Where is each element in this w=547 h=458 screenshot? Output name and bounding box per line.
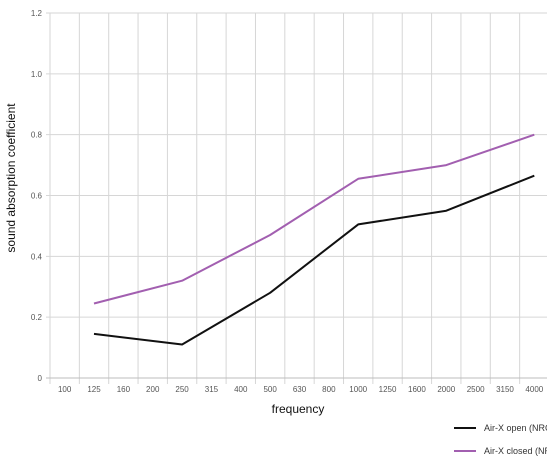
x-tick-label: 1000 <box>349 385 367 394</box>
vertical-gridlines <box>49 13 521 384</box>
x-tick-label: 125 <box>87 385 101 394</box>
y-tick-label: 0.4 <box>31 252 43 261</box>
x-tick-label: 400 <box>234 385 248 394</box>
y-axis-tick-labels: 0 0.2 0.4 0.6 0.8 1.0 1.2 <box>31 9 43 383</box>
x-tick-label: 800 <box>322 385 336 394</box>
x-axis-tick-labels: 100 125 160 200 250 315 400 500 630 800 1000 1250 16… <box>58 385 544 394</box>
y-axis-label: sound absorption coefficient <box>4 103 18 253</box>
y-tick-label: 1.2 <box>31 9 43 18</box>
x-tick-label: 500 <box>263 385 277 394</box>
legend-label-open: Air-X open (NRC .35) <box>484 423 547 433</box>
x-axis-label: frequency <box>272 402 325 416</box>
y-tick-label: 0 <box>38 374 43 383</box>
y-tick-label: 0.6 <box>31 192 43 201</box>
series-line-2 <box>93 133 535 305</box>
legend-item-closed: Air-X closed (NRC .50 <box>454 446 547 456</box>
y-tick-label: 0.8 <box>31 131 43 140</box>
legend: Air-X open (NRC .35) Air-X closed (NRC .… <box>454 423 547 456</box>
series-lines <box>93 133 535 346</box>
x-tick-label: 2500 <box>467 385 485 394</box>
horizontal-gridlines <box>46 12 547 379</box>
x-tick-label: 3150 <box>496 385 514 394</box>
x-tick-label: 2000 <box>437 385 455 394</box>
x-tick-label: 100 <box>58 385 72 394</box>
x-tick-label: 630 <box>293 385 307 394</box>
x-tick-label: 1600 <box>408 385 426 394</box>
series-line-1 <box>93 174 535 346</box>
x-tick-label: 160 <box>117 385 131 394</box>
x-tick-label: 4000 <box>525 385 543 394</box>
x-tick-label: 1250 <box>379 385 397 394</box>
y-tick-label: 0.2 <box>31 313 43 322</box>
legend-label-closed: Air-X closed (NRC .50 <box>484 446 547 456</box>
x-tick-label: 250 <box>175 385 189 394</box>
x-tick-label: 200 <box>146 385 160 394</box>
y-tick-label: 1.0 <box>31 70 43 79</box>
legend-item-open: Air-X open (NRC .35) <box>454 423 547 433</box>
x-tick-label: 315 <box>205 385 219 394</box>
